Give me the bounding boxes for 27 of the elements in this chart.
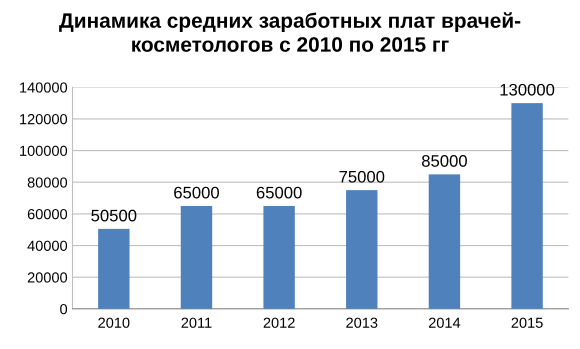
y-tick-label: 100000 [20, 146, 68, 156]
y-tick-label: 20000 [28, 272, 68, 283]
data-label: 65000 [256, 186, 302, 199]
bar [346, 190, 378, 309]
y-tick-label: 120000 [20, 114, 68, 124]
data-label: 65000 [174, 186, 219, 199]
y-tick-label: 40000 [27, 240, 68, 251]
x-tick-label: 2011 [182, 318, 212, 328]
data-label: 130000 [500, 84, 554, 96]
data-label: 50500 [91, 210, 136, 222]
x-tick-label: 2010 [98, 318, 130, 328]
x-tick-label: 2012 [264, 318, 295, 328]
chart-title: Динамика средних заработных плат врачей- косметологов с 2010 по 2015 гг [59, 12, 520, 52]
y-tick-label: 80000 [28, 177, 68, 188]
bar [263, 206, 295, 309]
x-tick-label: 2013 [346, 318, 378, 328]
data-label: 75000 [339, 170, 384, 183]
bar [98, 228, 130, 309]
x-tick-label: 2015 [512, 318, 543, 328]
x-tick-label: 2014 [428, 318, 460, 328]
data-label: 85000 [422, 155, 467, 167]
bar [180, 206, 212, 309]
y-tick-label: 60000 [28, 208, 68, 220]
bar [428, 174, 460, 309]
y-tick-label: 140000 [20, 82, 68, 93]
bar [511, 103, 543, 309]
y-tick-label: 0 [60, 304, 68, 314]
